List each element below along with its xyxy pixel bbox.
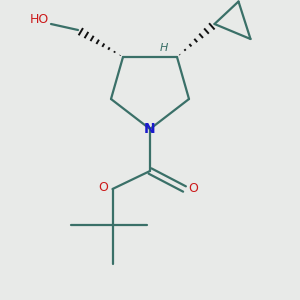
Text: H: H	[159, 43, 168, 53]
Text: HO: HO	[29, 13, 49, 26]
Text: N: N	[144, 122, 156, 136]
Text: O: O	[99, 181, 108, 194]
Text: O: O	[189, 182, 198, 196]
